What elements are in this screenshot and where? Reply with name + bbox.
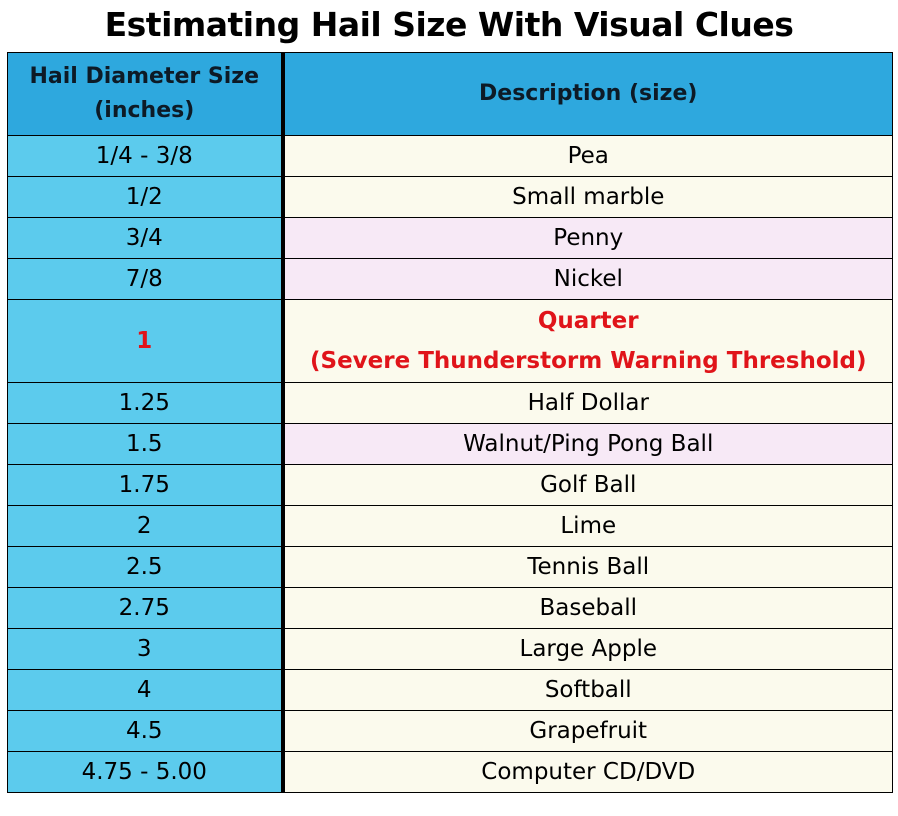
table-row: 2.5 Tennis Ball [7, 546, 893, 588]
page-title: Estimating Hail Size With Visual Clues [104, 5, 794, 44]
threshold-description: Quarter [537, 308, 639, 334]
size-cell: 2.75 [7, 587, 283, 629]
description-cell: Golf Ball [280, 464, 893, 506]
description-cell: Quarter (Severe Thunderstorm Warning Thr… [280, 299, 893, 383]
size-cell: 4.5 [7, 710, 283, 752]
table-row: 1.75 Golf Ball [7, 464, 893, 506]
description-cell: Nickel [280, 258, 893, 300]
size-header-line2: (inches) [94, 98, 195, 123]
size-cell: 1.75 [7, 464, 283, 506]
table-row: 2 Lime [7, 505, 893, 547]
size-column-header: Hail Diameter Size (inches) [7, 52, 283, 136]
table-row: 1.25 Half Dollar [7, 382, 893, 424]
threshold-row: 1 Quarter (Severe Thunderstorm Warning T… [7, 299, 893, 383]
table-row: 4.5 Grapefruit [7, 710, 893, 752]
hail-size-table: Hail Diameter Size (inches) Description … [7, 52, 893, 793]
threshold-note: (Severe Thunderstorm Warning Threshold) [310, 348, 867, 374]
table-header-row: Hail Diameter Size (inches) Description … [7, 52, 893, 136]
size-cell: 3/4 [7, 217, 283, 259]
table-row: 3/4 Penny [7, 217, 893, 259]
size-cell: 1.25 [7, 382, 283, 424]
size-cell: 1/4 - 3/8 [7, 135, 283, 177]
size-header-line1: Hail Diameter Size [29, 64, 260, 89]
size-cell: 3 [7, 628, 283, 670]
size-cell: 1 [7, 299, 283, 383]
size-cell: 2.5 [7, 546, 283, 588]
description-cell: Grapefruit [280, 710, 893, 752]
size-cell: 4 [7, 669, 283, 711]
description-cell: Walnut/Ping Pong Ball [280, 423, 893, 465]
description-cell: Small marble [280, 176, 893, 218]
table-row: 4 Softball [7, 669, 893, 711]
description-column-header: Description (size) [280, 52, 893, 136]
table-row: 1.5 Walnut/Ping Pong Ball [7, 423, 893, 465]
table-row: 4.75 - 5.00 Computer CD/DVD [7, 751, 893, 793]
size-cell: 4.75 - 5.00 [7, 751, 283, 793]
table-row: 1/2 Small marble [7, 176, 893, 218]
size-cell: 7/8 [7, 258, 283, 300]
size-cell: 1.5 [7, 423, 283, 465]
description-cell: Half Dollar [280, 382, 893, 424]
table-row: 7/8 Nickel [7, 258, 893, 300]
description-cell: Large Apple [280, 628, 893, 670]
size-cell: 2 [7, 505, 283, 547]
table-row: 2.75 Baseball [7, 587, 893, 629]
description-cell: Pea [280, 135, 893, 177]
description-cell: Tennis Ball [280, 546, 893, 588]
description-cell: Computer CD/DVD [280, 751, 893, 793]
description-cell: Lime [280, 505, 893, 547]
table-row: 1/4 - 3/8 Pea [7, 135, 893, 177]
size-cell: 1/2 [7, 176, 283, 218]
description-cell: Softball [280, 669, 893, 711]
description-cell: Penny [280, 217, 893, 259]
description-cell: Baseball [280, 587, 893, 629]
table-row: 3 Large Apple [7, 628, 893, 670]
